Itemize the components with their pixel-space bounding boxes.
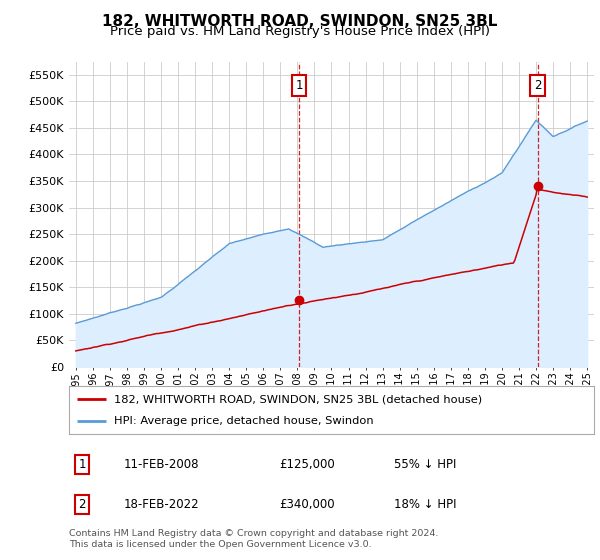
- Text: HPI: Average price, detached house, Swindon: HPI: Average price, detached house, Swin…: [113, 416, 373, 426]
- Text: 182, WHITWORTH ROAD, SWINDON, SN25 3BL: 182, WHITWORTH ROAD, SWINDON, SN25 3BL: [103, 14, 497, 29]
- Text: 2: 2: [534, 79, 541, 92]
- Text: £125,000: £125,000: [279, 458, 335, 471]
- Text: 182, WHITWORTH ROAD, SWINDON, SN25 3BL (detached house): 182, WHITWORTH ROAD, SWINDON, SN25 3BL (…: [113, 394, 482, 404]
- Text: 18-FEB-2022: 18-FEB-2022: [124, 498, 200, 511]
- Text: Price paid vs. HM Land Registry's House Price Index (HPI): Price paid vs. HM Land Registry's House …: [110, 25, 490, 38]
- Text: 11-FEB-2008: 11-FEB-2008: [124, 458, 200, 471]
- Text: 1: 1: [79, 458, 86, 471]
- Text: 18% ↓ HPI: 18% ↓ HPI: [395, 498, 457, 511]
- Text: 55% ↓ HPI: 55% ↓ HPI: [395, 458, 457, 471]
- Text: 2: 2: [79, 498, 86, 511]
- Text: Contains HM Land Registry data © Crown copyright and database right 2024.
This d: Contains HM Land Registry data © Crown c…: [69, 529, 439, 549]
- Text: 1: 1: [295, 79, 303, 92]
- Text: £340,000: £340,000: [279, 498, 335, 511]
